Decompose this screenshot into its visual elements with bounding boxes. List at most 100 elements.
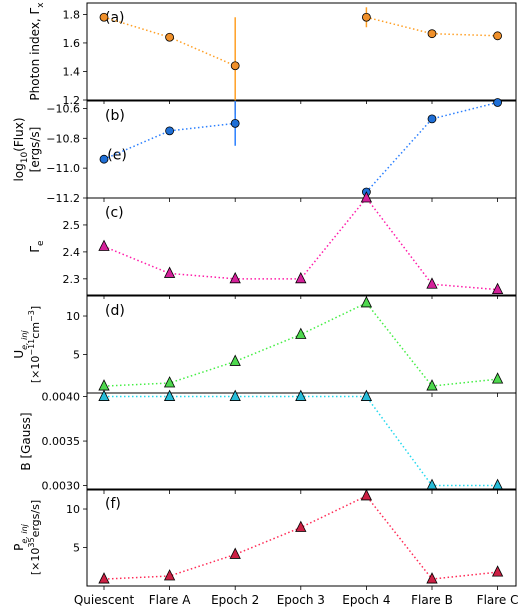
panel-frame	[86, 2, 517, 101]
x-tick-label: Epoch 4	[342, 593, 390, 607]
series-line	[104, 395, 498, 487]
y-tick-label: 2.5	[63, 219, 81, 232]
data-point	[426, 379, 438, 391]
data-point	[230, 61, 240, 71]
y-tick-label: −10.8	[46, 132, 80, 145]
data-point	[229, 389, 241, 401]
data-point	[98, 389, 110, 401]
y-axis-label: Γe	[28, 240, 46, 253]
panel-2: −11.2 −11.0 −10.8 −10.6 (b) (e) log10(Flux) [er…	[12, 98, 517, 205]
y-tick-label: 0.0040	[42, 391, 81, 404]
data-point	[426, 277, 438, 289]
y-tick-label: −11.2	[46, 192, 80, 205]
series-1	[99, 101, 240, 164]
label-segment: e, inj	[20, 523, 29, 543]
y-axis-label: log10(Flux) [ergs/s]	[12, 117, 42, 181]
label-segment: P	[12, 544, 26, 551]
data-point	[493, 31, 503, 41]
data-point	[229, 547, 241, 559]
panel-tag: (b)	[105, 108, 125, 124]
panel-4: 5 10 (d) Ue, inj[×10−11cm−3]	[12, 295, 517, 397]
series-line	[365, 101, 498, 193]
data-point	[99, 154, 109, 164]
y-tick-label: 1.8	[63, 8, 81, 21]
data-point	[361, 12, 371, 22]
series-1	[98, 191, 504, 295]
x-tick-label: Flare C	[477, 593, 519, 607]
panel-frame	[86, 100, 517, 199]
series-1	[98, 389, 504, 490]
y-axis-label-text: Pe, inj	[12, 523, 29, 551]
data-point	[295, 271, 307, 284]
data-point	[98, 239, 110, 251]
x-tick-label: Flare B	[411, 593, 453, 607]
data-point	[360, 296, 373, 308]
y-tick-label: 5	[73, 349, 80, 362]
panel-frame	[86, 392, 517, 491]
label-segment: U	[12, 350, 26, 359]
panel-tag: (d)	[105, 303, 125, 319]
data-point	[491, 282, 504, 295]
label-segment: ]	[29, 306, 42, 310]
panel-tag: (f)	[105, 496, 121, 512]
data-point	[163, 376, 176, 388]
label-segment: Photon index, Γ	[28, 7, 42, 100]
label-segment: e, inj	[20, 330, 29, 350]
y-axis-label: Pe, inj[×1035ergs/s]	[12, 500, 42, 575]
data-point	[360, 191, 373, 203]
panel-frame	[86, 295, 517, 394]
panel-tag: (c)	[105, 205, 124, 221]
data-point	[165, 126, 175, 136]
label-segment: [×10	[29, 548, 42, 576]
panel-frame	[86, 488, 517, 587]
x-tick-label: Quiescent	[74, 593, 135, 607]
data-point	[427, 114, 437, 124]
data-point	[229, 271, 241, 284]
panel-1: 1.21.41.61.8 (a)Photon index, Γx	[28, 2, 517, 115]
x-tick-label: Epoch 3	[277, 593, 325, 607]
x-tick-label: Epoch 2	[211, 593, 259, 607]
label-segment: log	[12, 163, 26, 181]
y-axis-label-text: Γe	[28, 240, 46, 253]
panel-5: 0.0030 0.0035 0.0040 B [Gauss]	[19, 389, 517, 494]
series-1	[99, 12, 240, 115]
panel-frame	[86, 197, 517, 296]
label-segment: cm	[29, 322, 42, 339]
data-point	[98, 572, 110, 584]
y-tick-label: 10	[66, 503, 80, 516]
data-point	[360, 389, 373, 401]
y-tick-label: 10	[66, 310, 80, 323]
data-point	[295, 520, 307, 532]
panel-3: 2.3 2.4 2.5 (c) Γe	[28, 191, 517, 299]
data-point	[98, 379, 110, 391]
data-point	[360, 489, 373, 501]
y-tick-label: 2.4	[63, 246, 81, 259]
panel-6: 5 10 (f) Pe, inj[×1035ergs/s]	[12, 488, 517, 590]
y-tick-label: 0.0030	[42, 480, 81, 493]
y-axis-label: B [Gauss]	[19, 412, 33, 470]
data-point	[295, 327, 307, 339]
label-segment: x	[36, 2, 46, 8]
data-point	[295, 389, 307, 401]
data-point	[491, 478, 504, 490]
series-line	[103, 301, 498, 387]
y-tick-label: 0.0035	[42, 435, 81, 448]
y-axis-label: Ue, inj[×10−11cm−3]	[12, 306, 42, 383]
data-point	[491, 565, 504, 577]
label-segment: 35	[27, 537, 36, 547]
data-point	[163, 569, 176, 581]
label-segment: ergs/s]	[29, 500, 42, 538]
data-point	[493, 98, 503, 107]
series-line	[103, 494, 498, 580]
y-axis-label-text: B [Gauss]	[19, 412, 33, 470]
y-tick-label: 2.3	[63, 273, 81, 286]
y-tick-label: 5	[73, 542, 80, 555]
y-axis-label-text: [×1035ergs/s]	[27, 500, 42, 575]
data-point	[229, 354, 241, 366]
data-point	[163, 389, 176, 401]
label-segment: −11	[27, 339, 36, 356]
data-point	[426, 572, 438, 584]
y-axis-label-text: [×10−11cm−3]	[27, 306, 42, 383]
